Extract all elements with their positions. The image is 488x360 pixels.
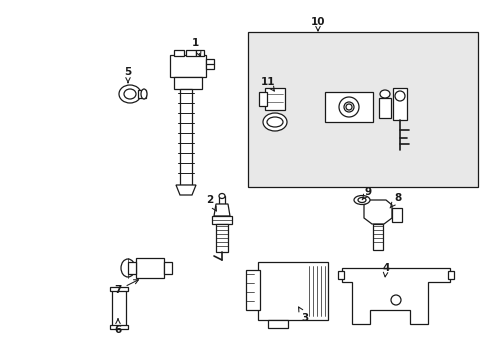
Bar	[219, 196, 224, 204]
Bar	[447, 271, 453, 279]
Text: 9: 9	[362, 187, 371, 200]
Bar	[391, 208, 401, 222]
Ellipse shape	[141, 89, 147, 99]
Ellipse shape	[263, 113, 286, 131]
Ellipse shape	[119, 85, 141, 103]
Bar	[110, 325, 128, 329]
Ellipse shape	[343, 102, 353, 112]
Bar	[247, 32, 477, 187]
Bar	[174, 77, 202, 89]
Bar	[110, 287, 128, 291]
Ellipse shape	[394, 91, 404, 101]
Bar	[258, 262, 327, 320]
Ellipse shape	[353, 195, 369, 204]
Text: 1: 1	[191, 38, 201, 57]
Text: 11: 11	[260, 77, 275, 91]
Bar	[216, 224, 227, 252]
Bar	[136, 258, 163, 278]
Bar	[112, 290, 126, 326]
Text: 10: 10	[310, 17, 325, 31]
Bar	[170, 55, 205, 77]
Bar	[128, 262, 136, 274]
Text: 8: 8	[389, 193, 401, 208]
Bar	[245, 270, 260, 310]
Circle shape	[346, 104, 351, 110]
Polygon shape	[212, 216, 231, 224]
Polygon shape	[341, 268, 449, 324]
Bar	[196, 50, 203, 56]
Bar	[372, 224, 382, 250]
Ellipse shape	[379, 90, 389, 98]
Ellipse shape	[338, 97, 358, 117]
Polygon shape	[214, 204, 229, 216]
Ellipse shape	[266, 117, 283, 127]
Text: 6: 6	[114, 319, 122, 335]
Text: 2: 2	[206, 195, 216, 211]
Polygon shape	[363, 200, 391, 224]
Bar	[325, 92, 372, 122]
Text: 7: 7	[114, 280, 138, 295]
Ellipse shape	[124, 89, 136, 99]
Circle shape	[390, 295, 400, 305]
Text: 5: 5	[124, 67, 131, 83]
Ellipse shape	[219, 194, 224, 198]
Polygon shape	[176, 185, 196, 195]
Bar	[138, 90, 146, 98]
Ellipse shape	[357, 198, 365, 202]
Bar	[259, 92, 266, 106]
Text: 4: 4	[382, 263, 389, 277]
Bar	[392, 88, 406, 120]
Bar	[264, 88, 285, 110]
Bar	[378, 98, 390, 118]
Bar	[337, 271, 343, 279]
Bar	[185, 50, 196, 56]
Bar	[174, 50, 183, 56]
Bar	[163, 262, 172, 274]
Ellipse shape	[121, 259, 135, 277]
Text: 3: 3	[298, 307, 308, 323]
Bar	[180, 89, 192, 185]
Bar	[205, 59, 214, 69]
Bar	[267, 320, 287, 328]
